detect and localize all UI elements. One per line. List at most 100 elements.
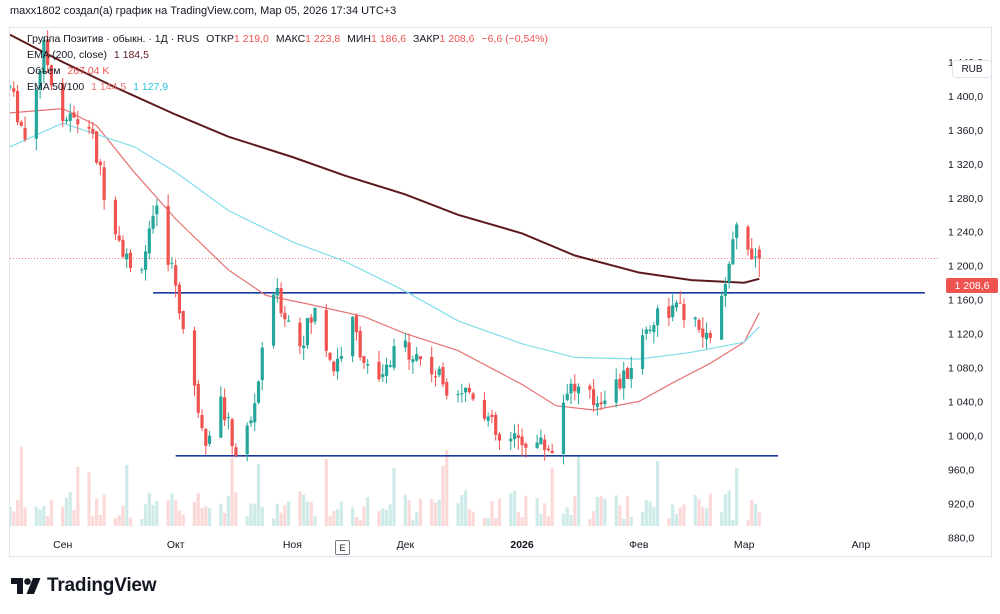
y-tick-label: 1 040,0	[948, 397, 983, 409]
legend-volume[interactable]: Объем 267,04 K	[27, 65, 109, 77]
legend-ema50-100[interactable]: EMA 50/100 1 144,5 1 127,9	[27, 81, 168, 93]
candle-body	[207, 435, 212, 444]
legend-ema-label: EMA 50/100	[27, 81, 85, 93]
candle-body	[128, 252, 133, 268]
candle-body	[177, 284, 182, 314]
volume-bar	[482, 517, 487, 526]
candle-body	[49, 65, 54, 86]
volume-bar	[358, 519, 362, 526]
volume-bar	[723, 494, 727, 526]
volume-bar	[509, 492, 513, 526]
volume-bar	[328, 515, 332, 526]
volume-bar	[550, 468, 554, 526]
legend-low-label: МИН	[347, 33, 372, 45]
volume-bar	[256, 463, 261, 526]
volume-bar	[727, 490, 731, 526]
x-tick-label: 2026	[510, 539, 534, 551]
ema50-line	[10, 107, 760, 411]
volume-bar	[629, 517, 633, 526]
tradingview-logo[interactable]: TradingView	[11, 574, 157, 598]
candle-body	[324, 310, 328, 351]
ema200-line	[10, 33, 760, 284]
price-chart[interactable]: 880,0 920,0 960,0 1 000,0 1 040,0 1 080,0 1 12…	[10, 28, 991, 556]
candle-body	[467, 387, 471, 393]
candle-body	[166, 205, 170, 265]
volume-bar	[102, 494, 106, 526]
volume-bar	[362, 506, 366, 526]
candle-body	[463, 387, 468, 393]
volume-bar	[177, 510, 182, 526]
candle-body	[87, 126, 91, 129]
volume-bar	[592, 511, 596, 526]
volume-bar	[170, 493, 174, 526]
volume-bar	[192, 502, 197, 526]
candle-body	[72, 112, 76, 118]
volume-bar	[72, 510, 76, 526]
candle-body	[693, 317, 697, 320]
volume-bar	[407, 500, 411, 526]
x-tick-label: Сен	[53, 539, 72, 551]
volume-bar	[388, 504, 392, 526]
volume-bar	[656, 460, 660, 526]
candle-body	[249, 420, 253, 424]
candle-body	[392, 346, 396, 368]
ema100-line	[10, 122, 760, 360]
chart-frame[interactable]: 880,0 920,0 960,0 1 000,0 1 040,0 1 080,0 1 12…	[9, 27, 998, 557]
volume-bar	[720, 512, 724, 526]
legend-open-label: ОТКР	[206, 33, 234, 45]
volume-bar	[535, 498, 539, 526]
candle-body	[388, 365, 392, 367]
volume-bar	[354, 516, 358, 526]
volume-bar	[441, 465, 445, 526]
candle-body	[614, 379, 618, 403]
volume-bar	[147, 492, 151, 526]
currency-button[interactable]: RUB	[952, 60, 992, 78]
y-tick-label: 1 400,0	[948, 91, 983, 103]
legend-main[interactable]: Группа Позитив · обыкн. · 1Д · RUS ОТКР1…	[27, 33, 548, 45]
y-tick-label: 960,0	[948, 464, 974, 476]
volume-bar	[339, 501, 343, 526]
volume-bar	[735, 467, 739, 526]
legend-symbol[interactable]: Группа Позитив · обыкн. · 1Д · RUS	[27, 33, 200, 45]
volume-bar	[275, 503, 279, 526]
y-tick-label: 920,0	[948, 498, 974, 510]
volume-bar	[46, 515, 50, 526]
candle-body	[622, 370, 626, 389]
y-tick-label: 1 000,0	[948, 430, 983, 442]
candle-body	[720, 295, 724, 340]
volume-bar	[87, 472, 91, 526]
volume-bar	[207, 508, 212, 526]
volume-bar	[614, 495, 618, 526]
volume-bar	[38, 509, 42, 526]
candle-body	[234, 447, 238, 456]
volume-bar	[603, 498, 607, 526]
legend-ema200-label: EMA (200, close)	[27, 49, 107, 61]
volume-bar	[674, 514, 679, 526]
volume-bar	[253, 504, 257, 526]
candle-body	[34, 89, 38, 139]
candle-body	[196, 383, 200, 413]
horizontal-lines[interactable]	[153, 292, 925, 457]
candle-body	[339, 356, 343, 359]
volume-bar	[226, 495, 230, 526]
volume-bar	[746, 519, 750, 526]
y-axis[interactable]: 880,0 920,0 960,0 1 000,0 1 040,0 1 080,0 1 12…	[948, 57, 983, 544]
x-axis[interactable]: Сен Окт Ноя Дек 2026 Фев Мар Апр	[53, 539, 870, 551]
volume-bar	[640, 511, 645, 526]
volume-bar	[411, 519, 415, 526]
legend-ema200[interactable]: EMA (200, close) 1 184,5	[27, 49, 149, 61]
candle-body	[313, 307, 317, 322]
y-tick-label: 880,0	[948, 532, 974, 544]
volume-bar	[516, 512, 520, 526]
volume-bar	[351, 507, 355, 526]
candle-body	[512, 433, 517, 440]
candle-body	[351, 317, 355, 357]
volume-bar	[418, 498, 423, 526]
volume-bar	[682, 504, 686, 526]
legend-open: 1 219,0	[233, 33, 269, 45]
events-badge[interactable]: E	[335, 540, 350, 555]
candle-body	[546, 448, 551, 451]
volume-bar	[456, 503, 460, 526]
volume-bar	[245, 516, 249, 526]
volume-bar	[652, 506, 656, 526]
